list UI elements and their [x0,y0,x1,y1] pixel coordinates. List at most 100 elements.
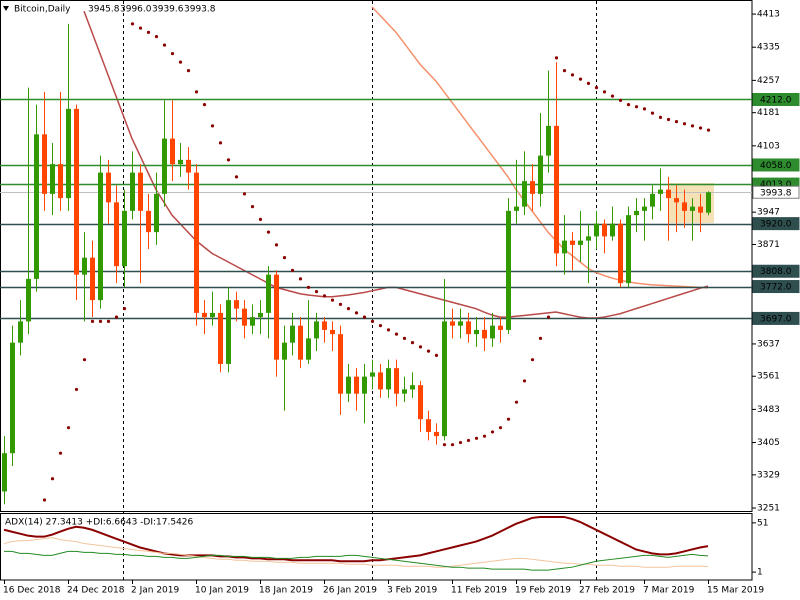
sar-dot [130,22,135,26]
candle-body [98,172,103,301]
sar-dot [138,26,143,30]
sar-dot [146,30,151,34]
sar-dot [370,319,375,324]
candle-body [26,278,31,322]
y-tick-label: 3561 [757,372,780,382]
x-tick-label: 27 Feb 2019 [579,586,635,596]
sar-dot [354,311,359,315]
sar-dot [650,111,655,115]
sar-dot [394,332,399,336]
sar-dot [602,90,607,94]
sar-dot [610,94,615,98]
candle-body [314,321,319,339]
sar-dot [330,298,335,302]
candle-body [434,431,439,437]
candle-body [162,138,167,194]
moving-average [371,6,709,289]
candle-body [202,312,207,318]
sar-dot [562,68,567,73]
sar-dot [66,426,71,430]
candle-body [258,312,263,318]
sar-dot [514,400,519,404]
candle-body [650,193,655,207]
candle-body [330,329,335,335]
candle-body [682,202,687,211]
sar-dot [290,268,295,272]
candle-body [322,321,327,330]
sar-dot [626,103,631,107]
candle-body [242,308,247,326]
candle-body [410,385,415,390]
level-label-box [752,264,800,278]
candle-body [154,193,159,233]
sar-dot [402,336,407,341]
candle-body [626,215,631,284]
sar-dot [682,122,687,126]
sar-dot [178,60,183,64]
sar-dot [498,426,503,430]
candle-body [18,321,23,343]
x-tick-label: 24 Dec 2018 [67,586,125,596]
sar-dot [698,126,703,130]
candle-body [226,300,231,364]
sar-dot [194,90,199,94]
candle-body [522,181,527,207]
candle-body [362,376,367,394]
candle-body [458,321,463,326]
sar-dot [266,230,271,234]
candle-body [138,172,143,211]
y-tick-label: 4103 [757,141,780,151]
sar-dot [442,443,447,447]
menu-arrow[interactable] [3,6,9,11]
candle-body [538,155,543,194]
sar-dot [434,353,439,358]
level-label: 3920.0 [760,220,792,230]
price-plot [0,6,752,505]
candle-body [282,342,287,360]
sar-dot [298,277,303,281]
sar-dot [114,315,119,319]
x-tick-label: 3 Feb 2019 [387,586,438,596]
candle-body [74,108,79,275]
sar-dot [490,430,495,434]
x-tick-label: 15 Mar 2019 [707,586,764,596]
candle-body [402,389,407,394]
indicator-line [4,550,709,571]
candle-body [50,164,55,194]
sar-dot [386,328,391,332]
x-tick-label: 19 Feb 2019 [515,586,571,596]
sar-dot [362,315,367,319]
level-label-box [752,158,800,172]
y-tick-label: 4335 [757,43,780,53]
sar-dot [482,434,487,438]
candle-body [474,329,479,335]
candle-body [658,189,663,194]
candle-body [130,172,135,211]
sar-dot [346,307,351,311]
sar-dot [154,34,159,39]
level-label: 3697.0 [760,314,792,324]
readout-close: 3993.8 [184,5,216,15]
symbol-title: Bitcoin,Daily [14,5,71,15]
candle-body [34,134,39,279]
candle-body [554,125,559,254]
candle-body [106,172,111,203]
sar-dot [98,319,103,324]
sar-dot [338,302,343,306]
candle-body [186,159,191,173]
x-tick-label: 16 Dec 2018 [3,586,61,596]
candle-body [58,164,63,199]
candle-body [586,236,591,241]
sar-dot [418,345,423,349]
x-tick-label: 26 Jan 2019 [323,586,377,596]
candle-body [10,342,15,454]
candle-body [122,210,127,267]
sar-dot [554,56,559,60]
candle-body [634,210,639,216]
level-label-box [752,280,800,294]
candle-body [594,223,599,237]
candle-body [298,325,303,360]
candle-body [178,159,183,165]
sar-dot [210,124,215,128]
